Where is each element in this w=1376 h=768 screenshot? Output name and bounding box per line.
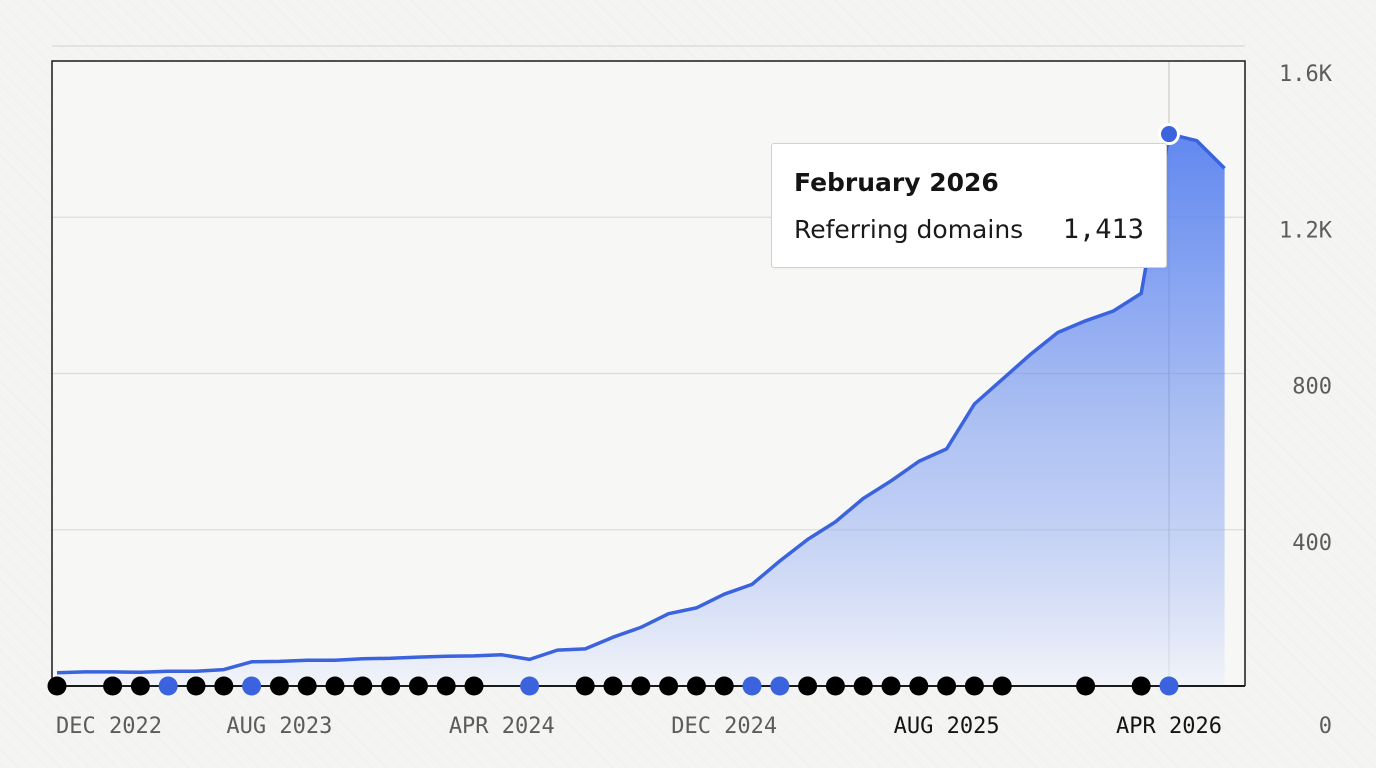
chart-tooltip: February 2026 Referring domains 1,413	[771, 143, 1167, 268]
y-tick-label: 400	[1292, 531, 1332, 556]
series-line-referring-domains	[56, 132, 1226, 675]
x-tick-label: APR 2026	[1116, 714, 1222, 739]
x-tick-label: DEC 2022	[56, 714, 162, 739]
event-marker	[881, 676, 901, 696]
event-marker	[686, 676, 706, 696]
event-marker	[631, 676, 651, 696]
event-marker	[714, 676, 734, 696]
event-marker	[520, 676, 540, 696]
y-tick-label: 800	[1292, 375, 1332, 400]
event-marker	[964, 676, 984, 696]
event-marker	[742, 676, 762, 696]
x-tick-label: AUG 2023	[226, 714, 332, 739]
event-marker	[937, 676, 957, 696]
event-marker	[214, 676, 234, 696]
event-marker	[381, 676, 401, 696]
y-tick-label: 1.6K	[1279, 62, 1333, 87]
x-tick-label: AUG 2025	[894, 714, 1000, 739]
event-marker	[47, 676, 67, 696]
tooltip-series-label: Referring domains	[794, 215, 1024, 244]
event-marker	[269, 676, 289, 696]
y-tick-label: 1.2K	[1279, 218, 1333, 243]
x-tick-label: DEC 2024	[671, 714, 777, 739]
event-marker	[659, 676, 679, 696]
event-marker	[130, 676, 150, 696]
plot-frame	[51, 60, 1246, 686]
tooltip-row: Referring domains 1,413	[794, 214, 1144, 245]
event-marker	[103, 676, 123, 696]
event-marker	[825, 676, 845, 696]
event-marker	[909, 676, 929, 696]
event-marker	[186, 676, 206, 696]
event-marker	[436, 676, 456, 696]
event-marker	[1076, 676, 1096, 696]
event-marker	[992, 676, 1012, 696]
event-marker	[575, 676, 595, 696]
event-marker	[408, 676, 428, 696]
series-area-referring-domains	[57, 134, 1225, 686]
event-marker	[464, 676, 484, 696]
event-marker	[770, 676, 790, 696]
event-marker	[297, 676, 317, 696]
event-marker	[853, 676, 873, 696]
tooltip-value: 1,413	[1062, 214, 1144, 245]
tooltip-title: February 2026	[794, 168, 999, 197]
event-marker	[798, 676, 818, 696]
x-tick-label: APR 2024	[449, 714, 555, 739]
event-marker	[603, 676, 623, 696]
event-marker	[1131, 676, 1151, 696]
event-marker	[1159, 676, 1179, 696]
hover-point	[1158, 123, 1180, 146]
event-marker	[325, 676, 345, 696]
event-marker	[242, 676, 262, 696]
event-marker	[158, 676, 178, 696]
y-tick-label: 0	[1319, 714, 1332, 739]
event-marker	[353, 676, 373, 696]
